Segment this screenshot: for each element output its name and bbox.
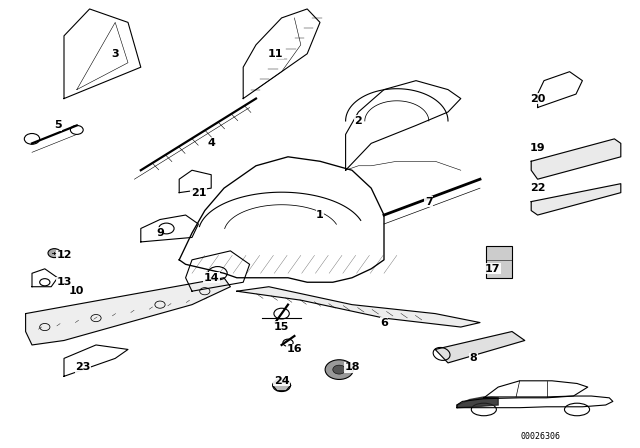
Text: 16: 16: [287, 345, 302, 354]
Text: 20: 20: [530, 94, 545, 103]
Text: 2: 2: [355, 116, 362, 126]
Text: 3: 3: [111, 49, 119, 59]
Polygon shape: [237, 287, 480, 327]
Text: 15: 15: [274, 322, 289, 332]
Circle shape: [273, 379, 291, 392]
Text: 6: 6: [380, 318, 388, 327]
Polygon shape: [531, 184, 621, 215]
Text: 9: 9: [156, 228, 164, 238]
Text: 7: 7: [425, 197, 433, 207]
Text: 4: 4: [207, 138, 215, 148]
Text: 11: 11: [268, 49, 283, 59]
Circle shape: [48, 249, 61, 258]
Circle shape: [325, 360, 353, 379]
Text: 13: 13: [56, 277, 72, 287]
Text: 14: 14: [204, 273, 219, 283]
Text: 24: 24: [274, 376, 289, 386]
Text: 5: 5: [54, 121, 61, 130]
FancyBboxPatch shape: [486, 246, 512, 278]
Text: 19: 19: [530, 143, 545, 153]
Text: 00026306: 00026306: [521, 432, 561, 441]
Polygon shape: [457, 397, 498, 408]
Text: 1: 1: [316, 210, 324, 220]
Text: 21: 21: [191, 188, 206, 198]
Text: 17: 17: [485, 264, 500, 274]
Polygon shape: [531, 139, 621, 179]
Circle shape: [333, 365, 346, 374]
Text: 23: 23: [76, 362, 91, 372]
Polygon shape: [26, 278, 230, 345]
Text: 22: 22: [530, 183, 545, 193]
Text: 10: 10: [69, 286, 84, 296]
Text: 12: 12: [56, 250, 72, 260]
Polygon shape: [435, 332, 525, 363]
Text: 8: 8: [470, 353, 477, 363]
Text: 18: 18: [344, 362, 360, 372]
